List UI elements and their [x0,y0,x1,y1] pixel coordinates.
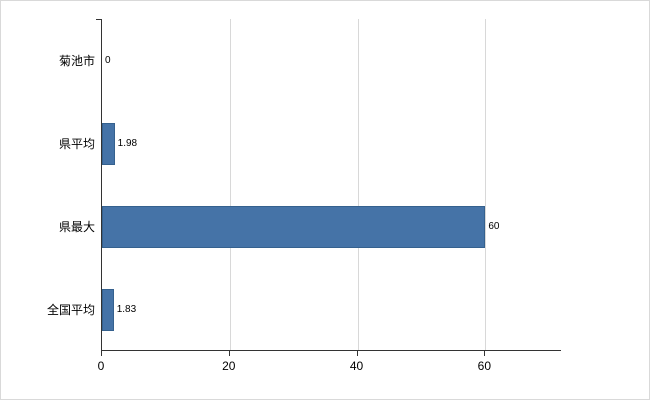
x-axis-tick [484,351,486,356]
category-label: 菊池市 [58,54,95,68]
x-axis-tick-label: 40 [349,359,364,373]
bar [102,288,114,331]
gridline-x-40 [357,19,359,350]
gridline-x-20 [229,19,231,350]
bar [102,205,486,248]
bar-value-label: 0 [105,55,111,66]
plot-area: 0 1.98 60 1.83 [101,19,561,351]
category-label: 全国平均 [46,303,95,317]
bar-row: 60 [102,185,561,268]
x-axis-tick-label: 0 [97,359,105,373]
bar-value-label: 60 [488,221,500,232]
category-label: 県最大 [58,220,95,234]
bar-row: 1.83 [102,268,561,351]
y-axis-labels: 菊池市県平均県最大全国平均 [1,19,95,351]
y-axis-top-tick [96,19,101,20]
bar-row: 1.98 [102,102,561,185]
x-axis-tick [101,351,102,356]
x-axis-tick [356,351,358,356]
x-axis-tick-label: 60 [477,359,492,373]
x-axis-tick-label: 20 [222,359,236,373]
bar-value-label: 1.83 [116,304,137,315]
bar-row: 0 [102,19,561,102]
bar-value-label: 1.98 [117,138,138,149]
bar [102,122,115,165]
gridline-x-60 [485,19,487,350]
category-label: 県平均 [58,137,95,151]
x-axis-tick [228,351,230,356]
